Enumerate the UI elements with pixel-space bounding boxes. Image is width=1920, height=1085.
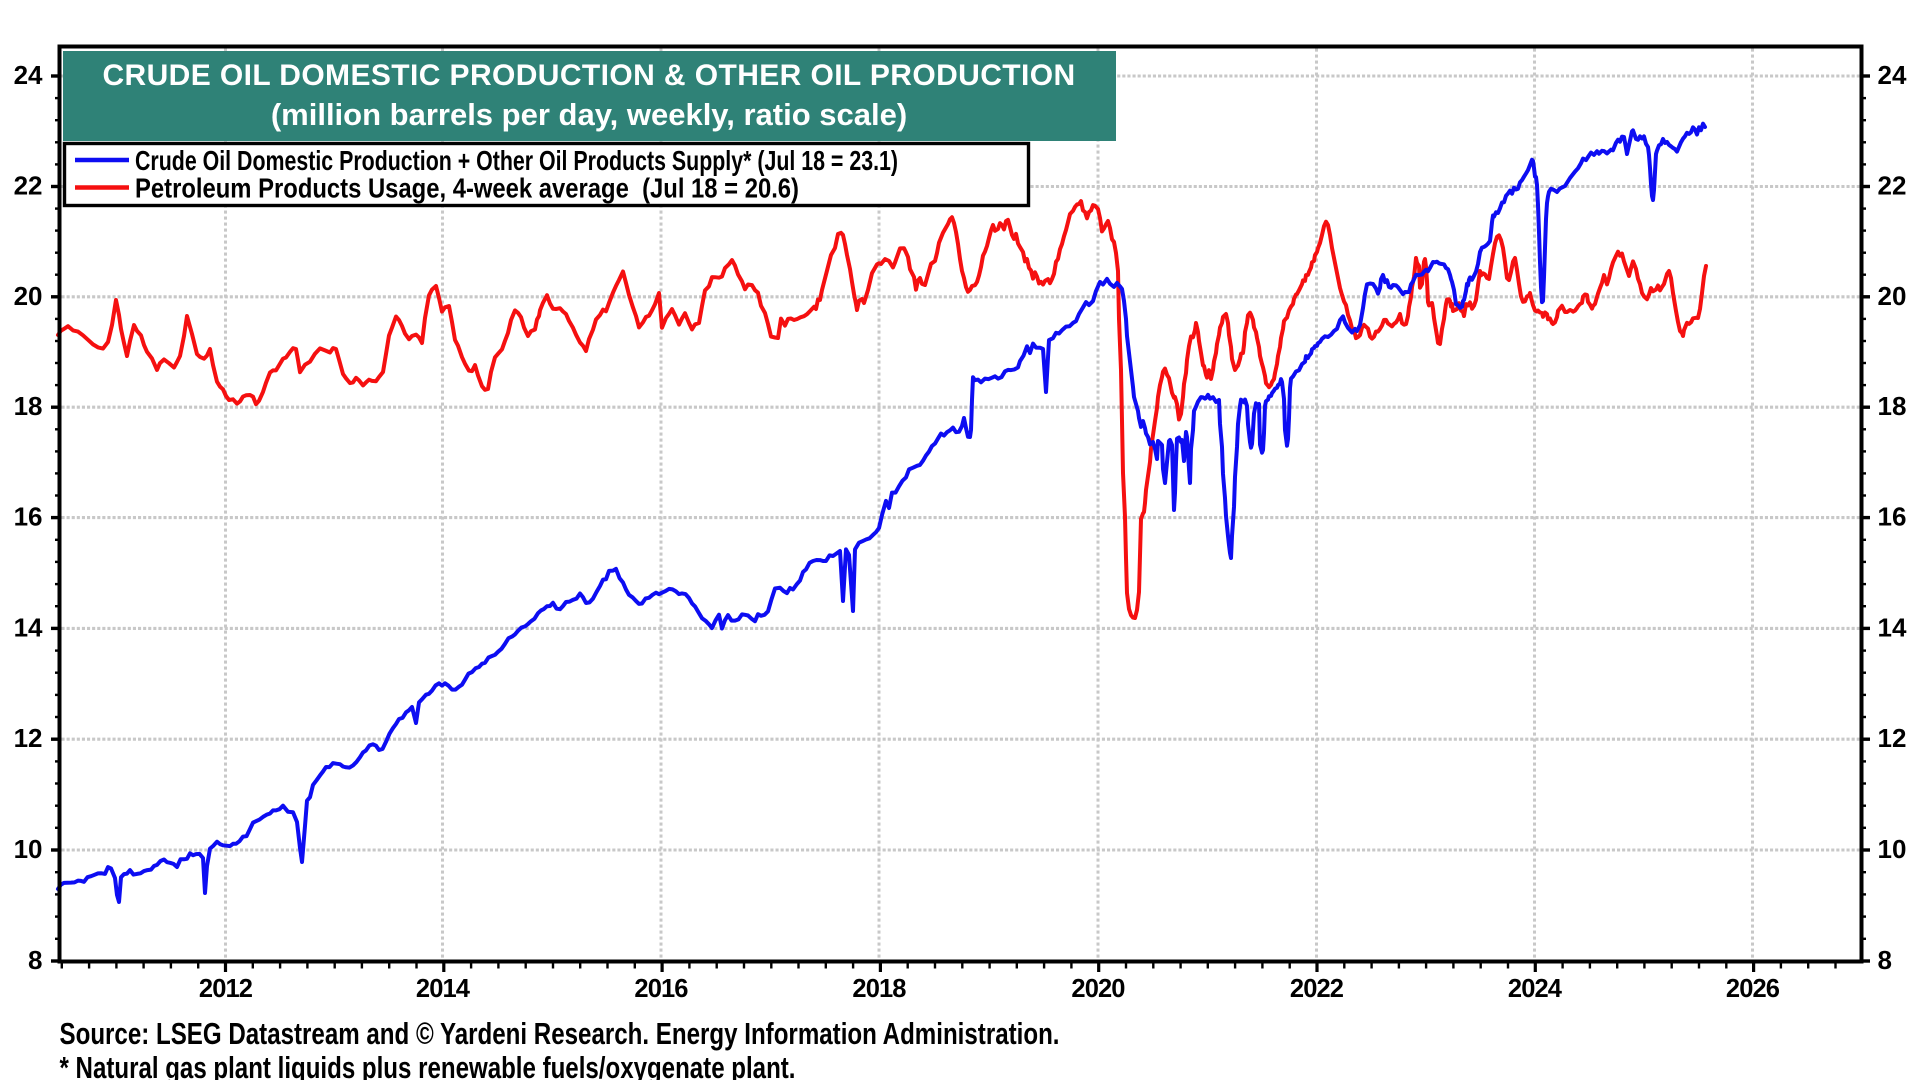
svg-text:2012: 2012 xyxy=(199,975,253,1003)
svg-text:10: 10 xyxy=(14,834,43,864)
svg-text:22: 22 xyxy=(1878,171,1907,201)
svg-text:20: 20 xyxy=(14,281,43,311)
svg-text:24: 24 xyxy=(1878,60,1907,90)
svg-text:12: 12 xyxy=(1878,723,1907,753)
svg-text:2024: 2024 xyxy=(1508,975,1563,1003)
svg-text:2022: 2022 xyxy=(1290,975,1344,1003)
svg-text:Petroleum Products Usage, 4-we: Petroleum Products Usage, 4-week average… xyxy=(135,173,799,204)
svg-text:24: 24 xyxy=(14,60,43,90)
svg-text:CRUDE OIL DOMESTIC PRODUCTION: CRUDE OIL DOMESTIC PRODUCTION & OTHER OI… xyxy=(102,59,1075,92)
svg-text:14: 14 xyxy=(14,612,43,642)
svg-text:20: 20 xyxy=(1878,281,1907,311)
svg-text:18: 18 xyxy=(14,391,43,421)
svg-text:Crude Oil Domestic Production: Crude Oil Domestic Production + Other Oi… xyxy=(135,145,898,176)
svg-text:16: 16 xyxy=(1878,502,1907,532)
svg-text:14: 14 xyxy=(1878,612,1907,642)
svg-text:2026: 2026 xyxy=(1726,975,1780,1003)
svg-text:2016: 2016 xyxy=(634,975,688,1003)
svg-text:12: 12 xyxy=(14,723,43,753)
svg-text:Source: LSEG Datastream and ©: Source: LSEG Datastream and © Yardeni Re… xyxy=(60,1017,1060,1051)
svg-text:18: 18 xyxy=(1878,391,1907,421)
svg-text:22: 22 xyxy=(14,171,43,201)
svg-text:16: 16 xyxy=(14,502,43,532)
svg-text:(million barrels per day, week: (million barrels per day, weekly, ratio … xyxy=(271,97,907,132)
svg-text:8: 8 xyxy=(28,945,42,975)
svg-text:2018: 2018 xyxy=(852,975,906,1003)
svg-text:8: 8 xyxy=(1878,945,1892,975)
svg-text:10: 10 xyxy=(1878,834,1907,864)
svg-text:2014: 2014 xyxy=(416,975,471,1003)
svg-text:* Natural gas plant liquids pl: * Natural gas plant liquids plus renewab… xyxy=(60,1051,796,1080)
svg-text:2020: 2020 xyxy=(1071,975,1125,1003)
